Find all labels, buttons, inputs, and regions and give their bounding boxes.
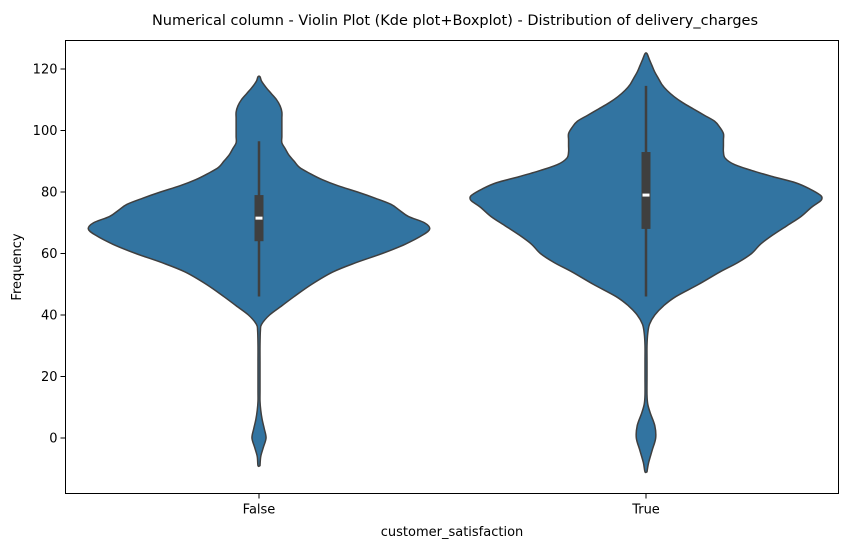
y-tick-label: 40: [41, 309, 58, 324]
y-tick-label: 120: [33, 63, 58, 78]
y-tick-label: 60: [41, 247, 58, 262]
median-marker-true: [642, 193, 650, 197]
x-axis: False True: [243, 493, 660, 518]
x-tick-label: False: [243, 503, 276, 518]
y-tick-label: 100: [33, 124, 58, 139]
iqr-box-true: [641, 152, 651, 229]
y-tick-label: 80: [41, 186, 58, 201]
y-axis: 0 20 40 60 80 100 120: [33, 63, 66, 447]
x-axis-label: customer_satisfaction: [381, 525, 524, 540]
y-tick-label: 0: [49, 432, 57, 447]
plot-frame: [65, 40, 839, 494]
y-axis-label: Frequency: [10, 233, 25, 300]
y-tick-label: 20: [41, 370, 58, 385]
chart-title: Numerical column - Violin Plot (Kde plot…: [152, 13, 758, 29]
x-tick-label: True: [631, 503, 660, 518]
median-marker-false: [255, 216, 263, 220]
boxes-layer: [254, 85, 651, 297]
